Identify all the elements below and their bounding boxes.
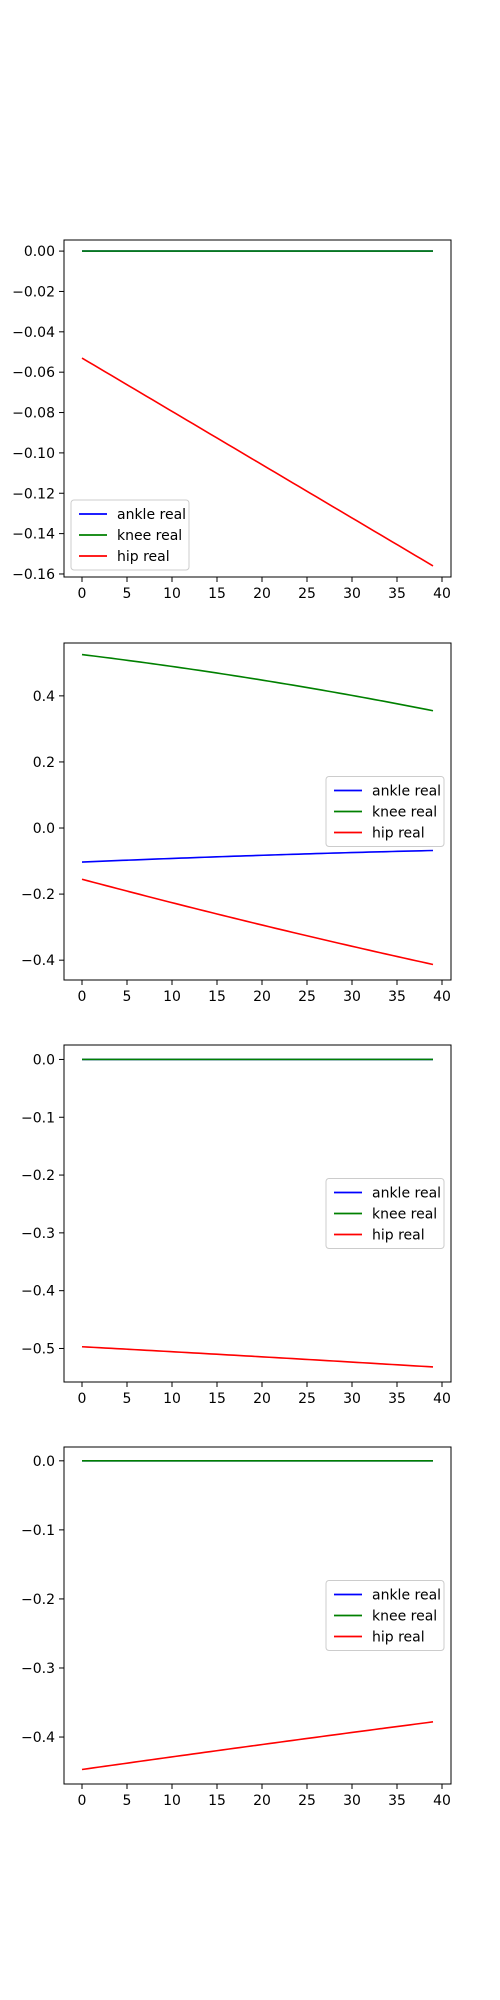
x-tick-label: 25 bbox=[298, 586, 316, 602]
y-tick-label: −0.04 bbox=[12, 325, 55, 341]
legend: ankle real knee real hip real bbox=[325, 1580, 445, 1651]
y-tick-label: 0.00 bbox=[24, 244, 55, 260]
x-tick-label: 30 bbox=[343, 1391, 361, 1407]
series-line-hip bbox=[81, 357, 434, 567]
series-line-knee bbox=[81, 653, 434, 712]
legend-label-knee: knee real bbox=[117, 528, 182, 544]
legend: ankle real knee real hip real bbox=[70, 499, 190, 571]
legend-label-ankle: ankle real bbox=[372, 1186, 441, 1202]
legend: ankle real knee real hip real bbox=[325, 776, 445, 847]
x-tick-label: 5 bbox=[123, 1793, 132, 1809]
y-tick-label: −0.2 bbox=[21, 1592, 55, 1608]
legend: ankle real knee real hip real bbox=[325, 1178, 445, 1249]
legend-label-hip: hip real bbox=[117, 549, 170, 565]
legend-label-ankle: ankle real bbox=[117, 507, 186, 523]
legend-box bbox=[325, 776, 445, 847]
axes-frame bbox=[63, 642, 452, 981]
legend-box bbox=[325, 1580, 445, 1651]
series-line-hip bbox=[81, 1721, 434, 1771]
y-tick-label: 0.2 bbox=[33, 755, 55, 771]
y-tick-label: −0.5 bbox=[21, 1341, 55, 1357]
x-tick-label: 0 bbox=[78, 1391, 87, 1407]
axes-frame bbox=[63, 1044, 452, 1383]
x-tick-label: 0 bbox=[78, 989, 87, 1005]
x-tick-label: 20 bbox=[253, 1391, 271, 1407]
chart-stack: 0 5 10 15 20 25 30 35 400.00−0.02−0.04−0.06−0.08… bbox=[12, 239, 452, 1809]
legend-label-ankle: ankle real bbox=[372, 1588, 441, 1604]
y-tick-label: −0.4 bbox=[21, 953, 55, 969]
legend-label-knee: knee real bbox=[372, 1207, 437, 1223]
legend-box bbox=[70, 499, 190, 571]
x-tick-label: 15 bbox=[208, 989, 226, 1005]
x-tick-label: 40 bbox=[433, 989, 451, 1005]
x-tick-label: 35 bbox=[388, 989, 406, 1005]
series-line-hip bbox=[81, 878, 434, 966]
y-tick-label: −0.1 bbox=[21, 1110, 55, 1126]
series-line-ankle bbox=[81, 849, 434, 863]
legend-label-hip: hip real bbox=[372, 1228, 425, 1244]
x-tick-label: 10 bbox=[163, 989, 181, 1005]
x-tick-label: 25 bbox=[298, 989, 316, 1005]
x-tick-label: 35 bbox=[388, 1391, 406, 1407]
y-tick-label: −0.3 bbox=[21, 1226, 55, 1242]
y-tick-label: −0.08 bbox=[12, 406, 55, 422]
legend-label-knee: knee real bbox=[372, 805, 437, 821]
legend-label-hip: hip real bbox=[372, 1630, 425, 1646]
x-tick-label: 20 bbox=[253, 586, 271, 602]
series-line-hip bbox=[81, 1345, 434, 1368]
chart-3: 0 5 10 15 20 25 30 35 40 0.0 −0.1 −0.2 −0.3 −0.4 −0.5 a… bbox=[21, 1044, 452, 1407]
y-tick-label: −0.16 bbox=[12, 567, 55, 583]
x-tick-label: 0 bbox=[78, 1793, 87, 1809]
y-tick-label: −0.3 bbox=[21, 1661, 55, 1677]
x-tick-label: 25 bbox=[298, 1391, 316, 1407]
x-tick-label: 5 bbox=[123, 586, 132, 602]
x-tick-label: 15 bbox=[208, 1391, 226, 1407]
y-tick-label: 0.4 bbox=[33, 689, 55, 705]
x-tick-label: 10 bbox=[163, 1793, 181, 1809]
x-tick-label: 35 bbox=[388, 1793, 406, 1809]
y-tick-label: −0.14 bbox=[12, 527, 55, 543]
x-tick-label: 25 bbox=[298, 1793, 316, 1809]
y-tick-label: −0.02 bbox=[12, 284, 55, 300]
x-tick-label: 20 bbox=[253, 989, 271, 1005]
legend-label-hip: hip real bbox=[372, 826, 425, 842]
chart-1: 0 5 10 15 20 25 30 35 40 0.00 −0.02 −0.04 −0.06 −0.08… bbox=[12, 239, 452, 602]
axes-frame bbox=[63, 239, 452, 578]
y-tick-label: −0.4 bbox=[21, 1284, 55, 1300]
x-tick-label: 20 bbox=[253, 1793, 271, 1809]
y-tick-label: −0.2 bbox=[21, 1168, 55, 1184]
x-tick-label: 15 bbox=[208, 586, 226, 602]
y-tick-label: −0.4 bbox=[21, 1730, 55, 1746]
x-tick-label: 40 bbox=[433, 1793, 451, 1809]
y-tick-label: 0.0 bbox=[33, 1052, 55, 1068]
y-tick-label: −0.2 bbox=[21, 887, 55, 903]
y-tick-label: −0.1 bbox=[21, 1523, 55, 1539]
y-tick-label: −0.10 bbox=[12, 446, 55, 462]
x-tick-label: 10 bbox=[163, 1391, 181, 1407]
x-tick-label: 40 bbox=[433, 1391, 451, 1407]
x-tick-label: 15 bbox=[208, 1793, 226, 1809]
x-tick-label: 30 bbox=[343, 586, 361, 602]
x-tick-label: 40 bbox=[433, 586, 451, 602]
x-tick-label: 0 bbox=[78, 586, 87, 602]
legend-label-ankle: ankle real bbox=[372, 784, 441, 800]
x-tick-label: 30 bbox=[343, 1793, 361, 1809]
y-tick-label: 0.0 bbox=[33, 1454, 55, 1470]
chart-2: 0 5 10 15 20 25 30 35 40 0.4 0.2 0.0 −0.2 −0.4 ankle r… bbox=[21, 642, 452, 1005]
chart-4: 0 5 10 15 20 25 30 35 40 0.0 −0.1 −0.2 −0.3 −0.4 ankle… bbox=[21, 1446, 452, 1809]
y-tick-label: −0.12 bbox=[12, 486, 55, 502]
axes-frame bbox=[63, 1446, 452, 1785]
legend-box bbox=[325, 1178, 445, 1249]
y-tick-label: 0.0 bbox=[33, 821, 55, 837]
x-tick-label: 30 bbox=[343, 989, 361, 1005]
y-tick-label: −0.06 bbox=[12, 365, 55, 381]
legend-label-knee: knee real bbox=[372, 1609, 437, 1625]
x-tick-label: 10 bbox=[163, 586, 181, 602]
x-tick-label: 35 bbox=[388, 586, 406, 602]
x-tick-label: 5 bbox=[123, 1391, 132, 1407]
x-tick-label: 5 bbox=[123, 989, 132, 1005]
